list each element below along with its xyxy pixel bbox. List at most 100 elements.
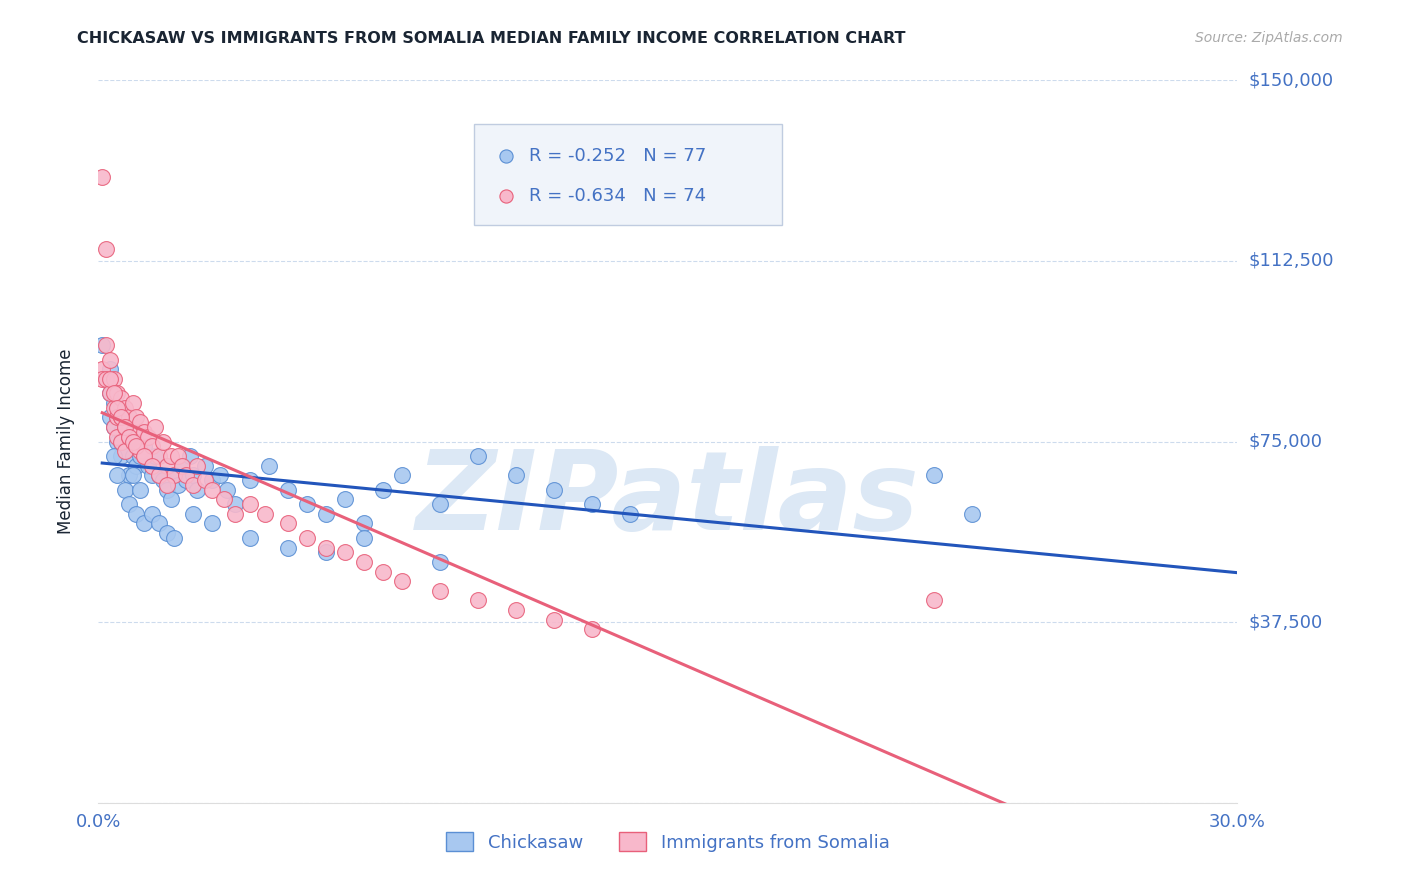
Point [179,449,201,463]
Point [277,483,299,497]
Point [114,420,136,434]
Point [217,483,239,497]
Point [371,565,394,579]
Point [103,372,125,386]
Point [254,507,277,521]
Point [148,468,170,483]
Point [335,492,357,507]
Point [201,516,224,531]
Point [107,434,129,449]
Point [156,478,179,492]
Point [163,468,186,483]
Point [183,507,205,521]
Point [110,410,132,425]
Point [129,415,152,429]
Point [91,169,114,184]
Point [167,449,190,463]
Point [353,555,375,569]
Point [141,468,163,483]
Point [94,242,117,256]
Point [167,478,190,492]
Point [148,468,170,483]
Point [125,434,148,449]
Point [98,362,121,376]
Point [91,372,114,386]
Point [121,396,143,410]
Point [121,425,143,439]
Text: R = -0.634   N = 74: R = -0.634 N = 74 [529,187,706,205]
Text: ZIPatlas: ZIPatlas [416,446,920,553]
Point [125,439,148,453]
Point [353,531,375,545]
Point [141,439,163,453]
Point [174,473,197,487]
Text: $150,000: $150,000 [1249,71,1333,89]
Point [960,507,983,521]
Point [183,478,205,492]
Point [156,526,179,541]
Point [212,492,235,507]
Point [118,410,141,425]
Point [224,507,246,521]
Text: $75,000: $75,000 [1249,433,1323,450]
Text: Source: ZipAtlas.com: Source: ZipAtlas.com [1195,31,1343,45]
Text: $37,500: $37,500 [1249,613,1323,632]
Point [186,483,208,497]
Text: R = -0.252   N = 77: R = -0.252 N = 77 [529,147,706,165]
Point [107,410,129,425]
Point [114,420,136,434]
Point [543,483,565,497]
Point [156,483,179,497]
Point [429,555,451,569]
Point [163,468,186,483]
Point [118,430,141,444]
Point [194,473,217,487]
Point [107,468,129,483]
Point [152,434,174,449]
Point [148,516,170,531]
Point [922,593,945,607]
Point [129,444,152,458]
Point [391,468,413,483]
Point [129,449,152,463]
Point [110,449,132,463]
Point [132,425,155,439]
Point [277,541,299,555]
Point [107,401,129,415]
Point [94,372,117,386]
Legend: Chickasaw, Immigrants from Somalia: Chickasaw, Immigrants from Somalia [439,825,897,859]
Point [201,473,224,487]
Point [277,516,299,531]
FancyBboxPatch shape [474,124,782,225]
Point [543,613,565,627]
Point [239,497,262,511]
Point [103,396,125,410]
Point [129,483,152,497]
Point [125,410,148,425]
Point [467,449,489,463]
Point [186,458,208,473]
Point [141,507,163,521]
Point [163,531,186,545]
Point [110,410,132,425]
Point [581,623,603,637]
Point [118,410,141,425]
Point [136,458,159,473]
Text: $112,500: $112,500 [1249,252,1334,270]
Point [118,468,141,483]
Point [121,468,143,483]
Point [110,401,132,415]
Point [107,386,129,401]
Point [114,444,136,458]
Point [239,531,262,545]
Point [114,444,136,458]
Point [91,338,114,352]
Point [114,401,136,415]
Point [94,372,117,386]
Point [922,468,945,483]
Point [505,468,527,483]
Point [110,391,132,405]
Point [194,458,217,473]
Point [183,468,205,483]
Point [103,386,125,401]
